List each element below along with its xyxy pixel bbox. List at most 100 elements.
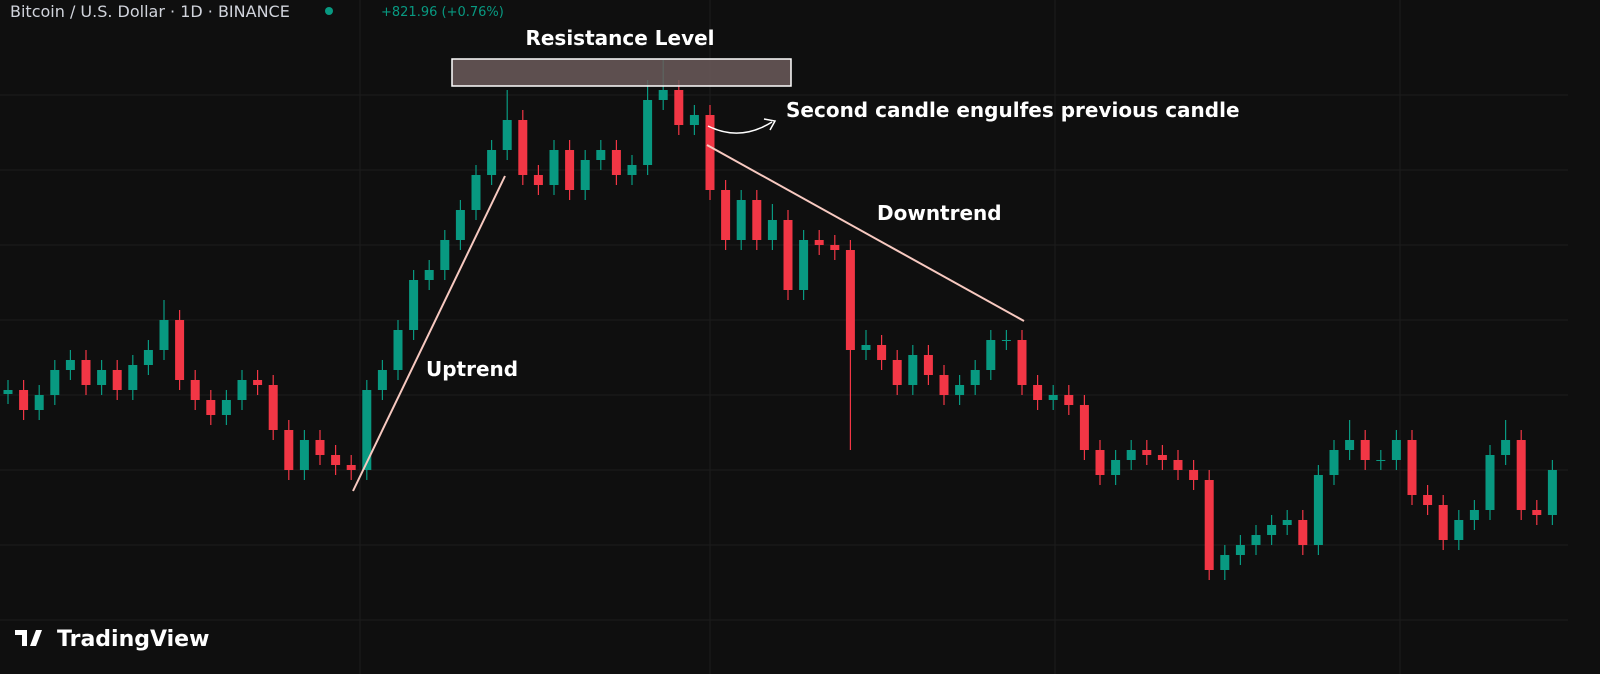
candle-body [1001, 340, 1011, 341]
candle-body [1142, 450, 1152, 455]
candle-body [986, 340, 996, 370]
candle-body [1501, 440, 1511, 455]
candle-body [143, 350, 153, 365]
candle-body [767, 220, 777, 240]
candle-body [1220, 555, 1230, 570]
candle-body [253, 380, 263, 385]
candle-body [377, 370, 387, 390]
candle-body [1173, 460, 1183, 470]
candle-body [487, 150, 497, 175]
candle-body [502, 120, 512, 150]
status-dot [325, 7, 333, 15]
candle-body [471, 175, 481, 210]
symbol: Bitcoin / U.S. Dollar · 1D · BINANCE [10, 2, 290, 21]
candle-body [221, 400, 231, 415]
candle-body [331, 455, 341, 465]
logo: TradingView [57, 627, 209, 652]
candle-body [736, 200, 746, 240]
candle-body [939, 375, 949, 395]
candle-body [455, 210, 465, 240]
candle-body [424, 270, 434, 280]
candle-body [34, 395, 44, 410]
downtrend-line [706, 144, 1025, 322]
candle-body [1423, 495, 1433, 505]
candle-body [1438, 505, 1448, 540]
candle-body [1251, 535, 1261, 545]
uptrend-line [352, 175, 506, 492]
candle-body [284, 430, 294, 470]
candle-body [955, 385, 965, 395]
candle-body [1282, 520, 1292, 525]
candle-body [596, 150, 606, 160]
candle-body [923, 355, 933, 375]
candle-body [1064, 395, 1074, 405]
candle-body [1547, 470, 1557, 515]
candle-body [1469, 510, 1479, 520]
candle-body [752, 200, 762, 240]
candle-body [705, 115, 715, 190]
candle-body [533, 175, 543, 185]
candle-body [81, 360, 91, 385]
candle-body [799, 240, 809, 290]
candle-body [1204, 480, 1214, 570]
candle-body [1313, 475, 1323, 545]
candle-body [159, 320, 169, 350]
candle-body [721, 190, 731, 240]
candle-body [783, 220, 793, 290]
annotation: Uptrend [426, 357, 518, 381]
candle-body [65, 360, 75, 370]
candle-body [689, 115, 699, 125]
candle-body [1079, 405, 1089, 450]
candle-body [674, 90, 684, 125]
candle-body [268, 385, 278, 430]
candle-body [190, 380, 200, 400]
logo-mark [15, 630, 42, 646]
candle-body [814, 240, 824, 245]
candle-body [565, 150, 575, 190]
annotation: Downtrend [877, 201, 1002, 225]
candle-body [1111, 460, 1121, 475]
candles [3, 60, 1557, 580]
candle-body [1267, 525, 1277, 535]
candle-body [877, 345, 887, 360]
arrow [707, 121, 773, 134]
candle-body [1235, 545, 1245, 555]
candle-body [1360, 440, 1370, 460]
candle-body [1532, 510, 1542, 515]
candle-body [362, 390, 372, 470]
candle-body [1485, 455, 1495, 510]
candle-body [658, 90, 668, 100]
candle-body [440, 240, 450, 270]
candle-body [128, 365, 138, 390]
candle-body [315, 440, 325, 455]
candle-body [892, 360, 902, 385]
candle-body [1345, 440, 1355, 450]
candle-body [50, 370, 60, 395]
candle-body [3, 390, 13, 394]
candle-body [1407, 440, 1417, 495]
candle-body [861, 345, 871, 350]
candle-body [393, 330, 403, 370]
resistance-box [451, 58, 792, 87]
candle-body [845, 250, 855, 350]
candle-body [518, 120, 528, 175]
candle-body [1189, 470, 1199, 480]
candle-body [206, 400, 216, 415]
candle-body [830, 245, 840, 250]
candle-body [97, 370, 107, 385]
candle-body [1157, 455, 1167, 460]
candle-body [409, 280, 419, 330]
annotation: Second candle engulfes previous candle [786, 98, 1240, 122]
candle-body [580, 160, 590, 190]
candle-body [970, 370, 980, 385]
candle-body [1033, 385, 1043, 400]
candle-body [1048, 395, 1058, 400]
candle-body [1126, 450, 1136, 460]
candle-body [1095, 450, 1105, 475]
candle-body [237, 380, 247, 400]
candle-body [1017, 340, 1027, 385]
arrow-head [763, 118, 777, 131]
candle-body [299, 440, 309, 470]
